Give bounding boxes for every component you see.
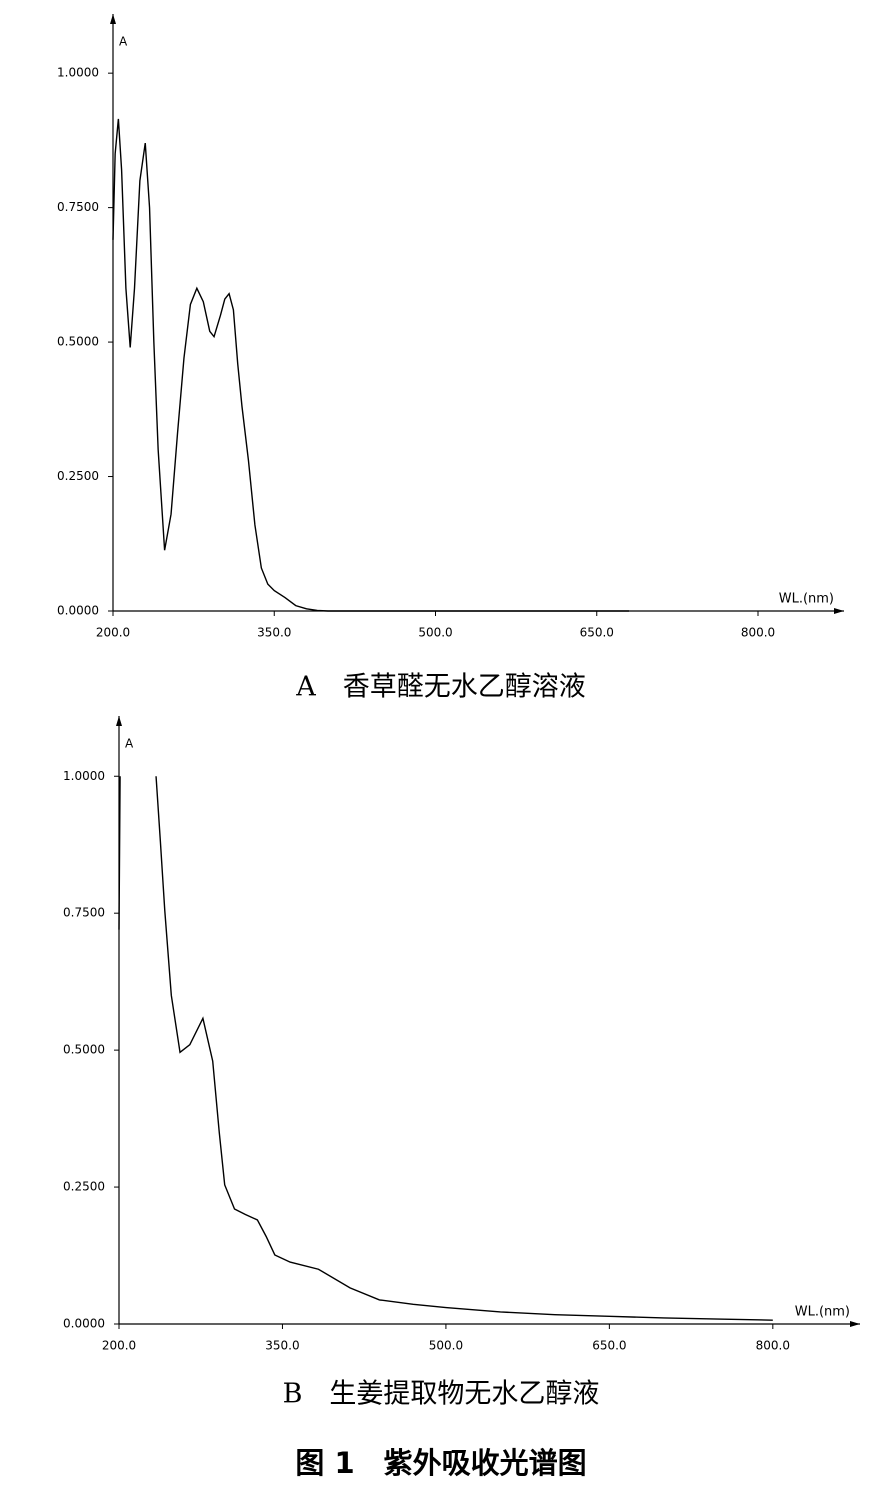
x-tick-label: 650.0 (592, 1339, 626, 1353)
y-tick-label: 1.0000 (63, 769, 105, 783)
y-tick-label: 0.0000 (63, 1317, 105, 1331)
x-tick-label: 350.0 (265, 1339, 299, 1353)
x-tick-label: 500.0 (429, 1339, 463, 1353)
chart-caption: A 香草醛无水乙醇溶液 (295, 672, 586, 703)
spectrum-line (112, 118, 629, 612)
y-tick-label: 0.7500 (57, 200, 99, 214)
x-axis-label: WL.(nm) (779, 592, 834, 607)
x-arrow (850, 1321, 860, 1327)
y-tick-label: 0.0000 (57, 604, 99, 618)
x-arrow (834, 608, 844, 614)
y-tick-label: 0.7500 (63, 906, 105, 920)
figure-caption: 图 1 紫外吸收光谱图 (295, 1446, 586, 1480)
y-tick-label: 0.5000 (57, 335, 99, 349)
y-tick-label: 0.2500 (57, 469, 99, 483)
y-tick-label: 1.0000 (57, 66, 99, 80)
x-tick-label: 200.0 (96, 626, 130, 640)
chart-caption: B 生姜提取物无水乙醇液 (283, 1379, 600, 1410)
y-tick-label: 0.2500 (63, 1180, 105, 1194)
y-arrow (110, 14, 116, 24)
x-tick-label: 350.0 (257, 626, 291, 640)
x-tick-label: 200.0 (102, 1339, 136, 1353)
y-axis-label: A (125, 737, 134, 751)
spectrum-line (118, 776, 773, 1321)
x-tick-label: 650.0 (580, 626, 614, 640)
x-tick-label: 800.0 (756, 1339, 790, 1353)
x-tick-label: 500.0 (418, 626, 452, 640)
y-axis-label: A (119, 35, 128, 49)
x-tick-label: 800.0 (741, 626, 775, 640)
x-axis-label: WL.(nm) (795, 1305, 850, 1320)
y-tick-label: 0.5000 (63, 1043, 105, 1057)
y-arrow (116, 716, 122, 726)
